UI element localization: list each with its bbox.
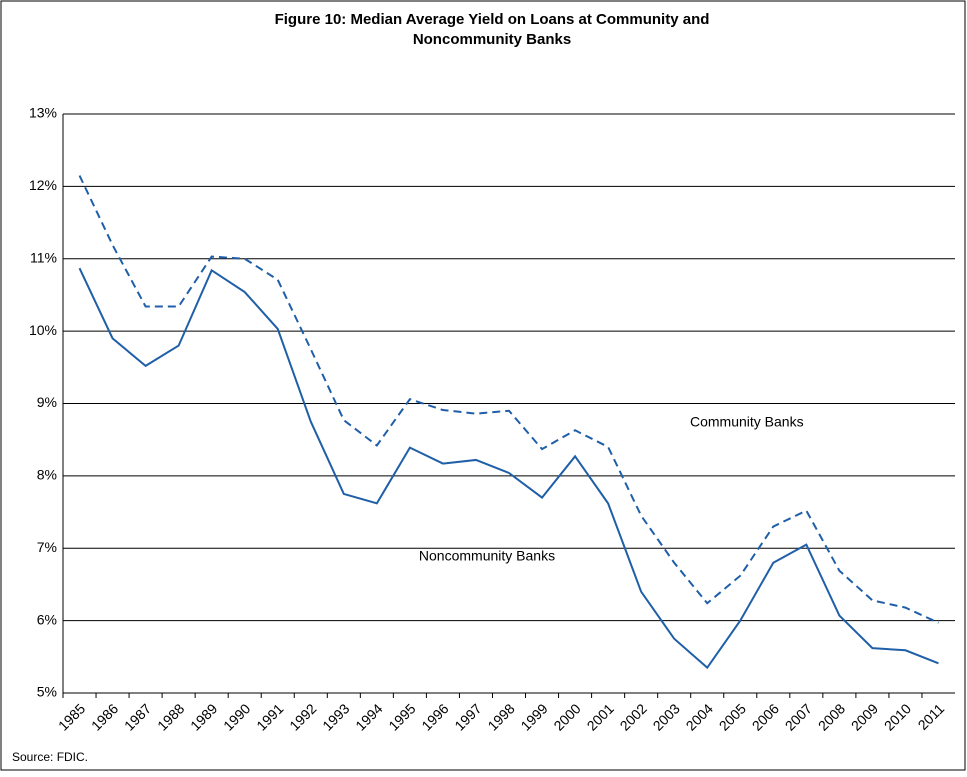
source-note: Source: FDIC. [12, 750, 88, 764]
y-tick-label: 8% [37, 467, 57, 483]
x-tick-label: 2009 [848, 700, 881, 733]
y-tick-label: 10% [29, 322, 57, 338]
chart-title: Noncommunity Banks [413, 31, 571, 48]
x-tick-label: 1986 [88, 700, 121, 733]
x-tick-label: 2011 [915, 700, 948, 733]
x-tick-label: 2004 [683, 700, 716, 733]
chart-title: Figure 10: Median Average Yield on Loans… [275, 11, 710, 28]
x-tick-label: 1994 [352, 700, 385, 733]
x-tick-label: 2001 [584, 700, 617, 733]
series-label: Noncommunity Banks [419, 548, 555, 564]
x-tick-label: 1988 [154, 700, 187, 733]
x-tick-label: 2010 [881, 700, 914, 733]
y-tick-label: 6% [37, 611, 57, 627]
x-tick-label: 1991 [253, 700, 286, 733]
y-tick-label: 12% [29, 177, 57, 193]
y-tick-label: 11% [30, 249, 57, 265]
x-tick-label: 1996 [418, 700, 451, 733]
x-tick-label: 1997 [451, 700, 484, 733]
y-tick-label: 7% [37, 539, 57, 555]
y-tick-label: 5% [37, 684, 57, 700]
x-tick-label: 2002 [617, 700, 650, 733]
x-tick-label: 2006 [749, 700, 782, 733]
x-tick-label: 2007 [782, 700, 815, 733]
x-tick-label: 1990 [220, 700, 253, 733]
x-tick-label: 1999 [517, 700, 550, 733]
x-tick-label: 1985 [55, 700, 88, 733]
x-tick-label: 2008 [815, 700, 848, 733]
series-label: Community Banks [690, 414, 804, 430]
x-tick-label: 1993 [319, 700, 352, 733]
x-tick-label: 1989 [187, 700, 220, 733]
y-tick-label: 9% [37, 394, 57, 410]
x-tick-label: 2000 [550, 700, 583, 733]
x-tick-label: 2005 [716, 700, 749, 733]
x-tick-label: 1987 [121, 700, 154, 733]
y-tick-label: 13% [29, 105, 57, 121]
x-tick-label: 1998 [484, 700, 517, 733]
x-tick-label: 2003 [650, 700, 683, 733]
series-line [78, 267, 939, 670]
x-tick-label: 1995 [385, 700, 418, 733]
x-tick-label: 1992 [286, 700, 319, 733]
series-line [78, 175, 939, 624]
